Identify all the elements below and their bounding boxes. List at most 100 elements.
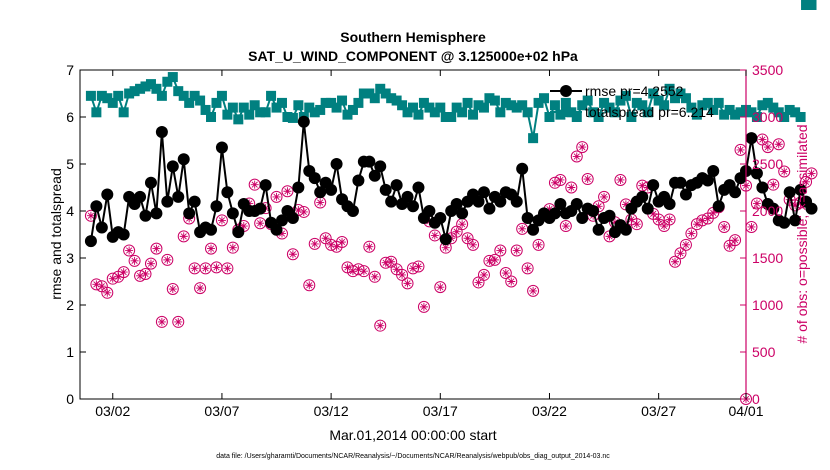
- totalspread-point: [790, 107, 801, 118]
- obs-assimilated-marker: [130, 256, 139, 265]
- totalspread-point: [544, 112, 555, 122]
- obs-assimilated-marker: [610, 218, 619, 227]
- obs-possible-marker: [663, 213, 676, 226]
- totalspread-point: [315, 104, 326, 115]
- rmse-point: [707, 165, 720, 178]
- obs-assimilated-marker: [769, 180, 778, 189]
- totalspread-point: [642, 107, 653, 118]
- obs-possible-marker: [554, 173, 567, 186]
- obs-assimilated-marker: [114, 272, 123, 281]
- rmse-point: [750, 167, 763, 180]
- totalspread-point: [620, 90, 631, 101]
- totalspread-point: [397, 100, 408, 111]
- totalspread-point: [468, 109, 479, 120]
- obs-possible-marker: [767, 178, 780, 191]
- totalspread-point: [784, 104, 795, 115]
- rmse-point: [297, 115, 310, 128]
- obs-assimilated-marker: [387, 257, 396, 266]
- obs-assimilated-marker: [720, 222, 729, 231]
- obs-possible-marker: [772, 138, 785, 151]
- totalspread-point: [222, 109, 233, 120]
- obs-assimilated-marker: [190, 264, 199, 273]
- totalspread-point: [402, 107, 413, 118]
- obs-assimilated-marker: [201, 264, 210, 273]
- obs-assimilated-marker: [463, 234, 472, 243]
- obs-possible-marker: [357, 265, 370, 278]
- rmse-point: [314, 186, 327, 199]
- rmse-point: [510, 195, 523, 208]
- totalspread-point: [588, 107, 599, 118]
- left-tick-label: 1: [66, 344, 74, 360]
- rmse-point: [729, 186, 742, 199]
- totalspread-point: [757, 100, 768, 111]
- rmse-point: [450, 197, 463, 210]
- obs-assimilated-marker: [660, 222, 669, 231]
- obs-assimilated-marker: [736, 145, 745, 154]
- obs-possible-marker: [565, 181, 578, 194]
- rmse-point: [275, 214, 288, 227]
- totalspread-point: [211, 97, 222, 108]
- obs-possible-marker: [221, 262, 234, 275]
- obs-assimilated-marker: [807, 169, 816, 178]
- obs-possible-marker: [510, 244, 523, 257]
- rmse-point: [805, 202, 818, 215]
- rmse-point: [183, 207, 196, 220]
- totalspread-point: [577, 100, 588, 111]
- obs-assimilated-marker: [436, 283, 445, 292]
- obs-assimilated-marker: [316, 198, 325, 207]
- rmse-point: [374, 160, 387, 173]
- obs-possible-marker: [205, 242, 218, 255]
- obs-possible-marker: [800, 175, 813, 188]
- rmse-point: [363, 155, 376, 168]
- right-tick-label: 0: [752, 391, 760, 407]
- obs-assimilated-marker: [168, 285, 177, 294]
- obs-possible-marker: [177, 230, 190, 243]
- rmse-point: [434, 212, 447, 225]
- totalspread-point: [331, 102, 342, 113]
- rmse-point: [745, 132, 758, 145]
- totalspread-point: [118, 107, 129, 118]
- rmse-point: [439, 233, 452, 246]
- obs-possible-marker: [527, 284, 540, 297]
- totalspread-point: [751, 112, 762, 122]
- obs-assimilated-marker: [370, 272, 379, 281]
- totalspread-point: [85, 90, 96, 101]
- obs-possible-marker: [718, 220, 731, 233]
- totalspread-point: [735, 107, 746, 118]
- obs-possible-marker: [467, 238, 480, 251]
- legend: rmse pr=4.2552 totalspread pr=6.214: [550, 83, 714, 120]
- obs-assimilated-marker: [250, 180, 259, 189]
- obs-assimilated-marker: [774, 140, 783, 149]
- obs-assimilated-marker: [583, 175, 592, 184]
- rmse-point: [221, 186, 234, 199]
- totalspread-point: [369, 93, 380, 104]
- totalspread-point: [255, 107, 266, 118]
- obs-assimilated-marker: [321, 234, 330, 243]
- obs-possible-marker: [166, 283, 179, 296]
- right-tick-label: 3000: [752, 109, 783, 125]
- totalspread-point: [762, 97, 773, 108]
- rmse-point: [767, 202, 780, 215]
- totalspread-point: [599, 97, 610, 108]
- obs-assimilated-marker: [703, 214, 712, 223]
- totalspread-point: [309, 107, 320, 118]
- obs-assimilated-marker: [747, 222, 756, 231]
- totalspread-point: [648, 88, 659, 99]
- obs-assimilated-marker: [550, 178, 559, 187]
- obs-assimilated-marker: [338, 238, 347, 247]
- obs-assimilated-marker: [458, 220, 467, 229]
- right-tick-label: 500: [752, 344, 776, 360]
- totalspread-point: [539, 93, 550, 104]
- left-axis-label: rmse and totalspread: [48, 168, 64, 300]
- obs-possible-marker: [674, 247, 687, 260]
- obs-possible-marker: [570, 150, 583, 163]
- rmse-point: [527, 223, 540, 236]
- rmse-point: [554, 197, 567, 210]
- obs-assimilated-marker: [529, 286, 538, 295]
- rmse-point: [701, 174, 714, 187]
- chart-title: Southern Hemisphere: [340, 29, 486, 45]
- obs-assimilated-marker: [649, 209, 658, 218]
- totalspread-point: [506, 100, 517, 111]
- obs-assimilated-marker: [97, 282, 106, 291]
- obs-assimilated-marker: [791, 201, 800, 210]
